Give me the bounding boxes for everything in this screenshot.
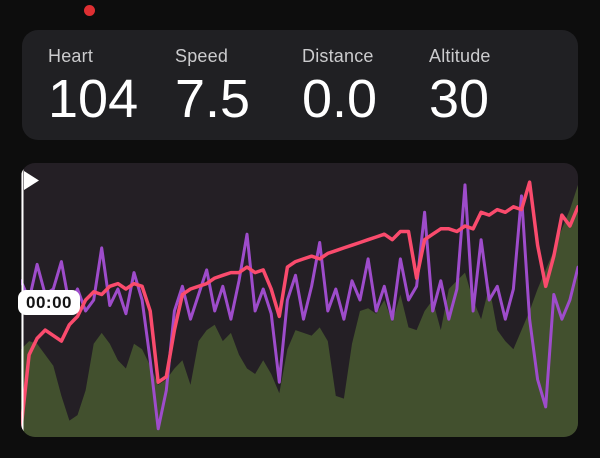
- activity-chart[interactable]: [21, 163, 578, 437]
- stat-altitude-label: Altitude: [429, 46, 491, 66]
- stat-heart: Heart 104: [48, 30, 175, 128]
- stats-card: Heart 104 Speed 7.5 Distance 0.0 Altitud…: [22, 30, 578, 140]
- playhead-flag-icon[interactable]: [24, 171, 39, 190]
- stat-speed-value: 7.5: [175, 69, 251, 129]
- stat-altitude-value: 30: [429, 69, 490, 129]
- stat-heart-value: 104: [48, 69, 139, 129]
- stat-heart-label: Heart: [48, 46, 94, 66]
- activity-chart-panel[interactable]: [21, 163, 578, 437]
- speed-line: [21, 183, 578, 431]
- stat-speed-label: Speed: [175, 46, 229, 66]
- stat-distance-value: 0.0: [302, 69, 378, 129]
- time-badge-label: 00:00: [26, 292, 72, 312]
- heart-line: [21, 180, 578, 431]
- stat-distance: Distance 0.0: [302, 30, 429, 128]
- chart-series-layer: [21, 180, 578, 437]
- altitude-area: [21, 184, 578, 437]
- stat-distance-label: Distance: [302, 46, 374, 66]
- time-badge[interactable]: 00:00: [18, 290, 80, 315]
- recording-indicator-icon: [84, 5, 95, 16]
- stat-altitude: Altitude 30: [429, 30, 556, 128]
- stat-speed: Speed 7.5: [175, 30, 302, 128]
